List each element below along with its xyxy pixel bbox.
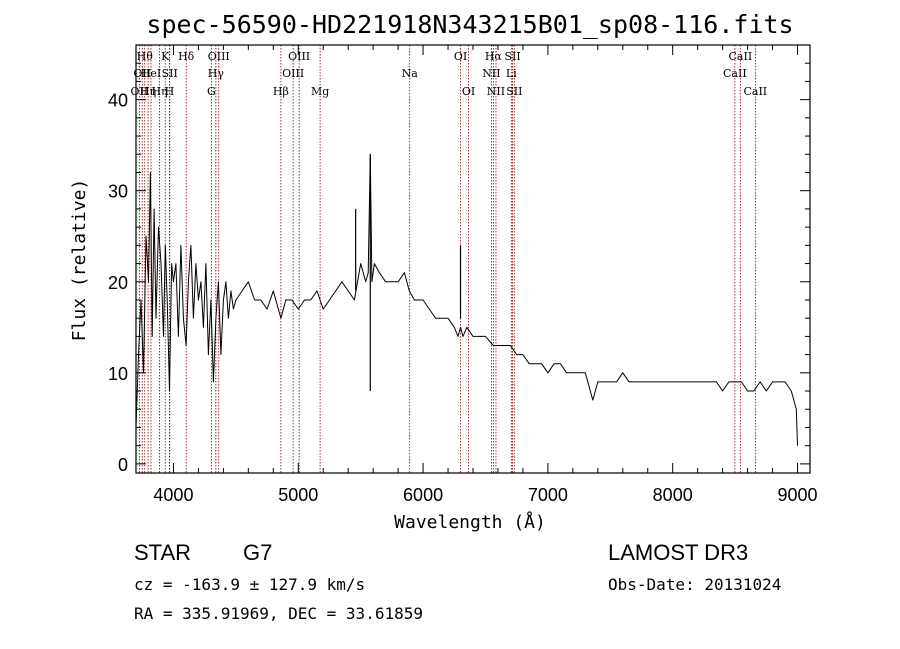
observation-date: Obs-Date: 20131024 (608, 575, 781, 594)
line-marker-label: Hη (151, 85, 167, 98)
y-axis-ticks: 0 10 20 30 40 (108, 62, 810, 475)
y-tick-label: 40 (108, 91, 128, 111)
line-marker-label: Hβ (273, 85, 289, 98)
line-marker-label: NII (482, 67, 500, 80)
line-marker-label: Hγ (208, 67, 225, 80)
line-marker-label: OIII (208, 50, 230, 63)
line-marker-label: OIII (288, 50, 310, 63)
line-marker-label: OIII (282, 67, 304, 80)
x-tick-label: 6000 (403, 485, 443, 505)
plot-frame (135, 44, 811, 474)
line-marker-label: G (207, 85, 216, 98)
y-tick-label: 0 (118, 455, 128, 475)
line-marker-label: Na (402, 67, 419, 80)
line-marker-label: Hδ (178, 50, 195, 63)
line-marker-label: SII (504, 50, 520, 63)
line-marker-label: SII (506, 85, 522, 98)
x-axis-label: Wavelength (Å) (394, 511, 546, 533)
y-tick-label: 20 (108, 273, 128, 293)
line-marker-label: OII (133, 67, 151, 80)
line-marker-label: Hα (485, 50, 503, 63)
line-marker-label: OII (131, 85, 149, 98)
x-tick-label: 9000 (777, 485, 817, 505)
spectral-line-markers (138, 45, 756, 473)
line-marker-label: Mg (311, 85, 329, 98)
x-tick-label: 5000 (278, 485, 318, 505)
object-class: STAR (134, 540, 191, 565)
line-marker-label: K (161, 50, 170, 63)
line-marker-label: CaII (723, 67, 747, 80)
chart-title: spec-56590-HD221918N343215B01_sp08-116.f… (146, 10, 793, 39)
coordinates-readout: RA = 335.91969, DEC = 33.61859 (134, 604, 423, 623)
x-axis-ticks: 4000 5000 6000 7000 8000 9000 (153, 45, 818, 505)
line-marker-label: NII (487, 85, 505, 98)
line-marker-label: H (165, 85, 175, 98)
line-marker-label: SII (162, 67, 178, 80)
x-tick-label: 4000 (153, 485, 193, 505)
line-marker-label: Li (506, 67, 517, 80)
flux-series (135, 153, 798, 446)
y-axis-label: Flux (relative) (69, 179, 90, 342)
line-marker-label: Hθ (137, 50, 154, 63)
object-subclass: G7 (243, 540, 272, 565)
line-marker-label: CaII (743, 85, 767, 98)
survey-name: LAMOST DR3 (608, 540, 748, 565)
y-tick-label: 10 (108, 364, 128, 384)
line-marker-label: CaII (729, 50, 753, 63)
x-tick-label: 7000 (528, 485, 568, 505)
redshift-readout: cz = -163.9 ± 127.9 km/s (134, 575, 365, 594)
line-marker-label: HeI (141, 67, 161, 80)
y-tick-label: 30 (108, 182, 128, 202)
spectral-line-labels: OIIOIIHθHηHeIHηKHSIIHδGHγOIIIHβOIIIOIIIM… (131, 50, 768, 98)
x-tick-label: 8000 (653, 485, 693, 505)
line-marker-label: OI (462, 85, 475, 98)
flux-line (135, 153, 798, 446)
line-marker-label: OI (454, 50, 467, 63)
line-marker-label: Hη (140, 85, 156, 98)
